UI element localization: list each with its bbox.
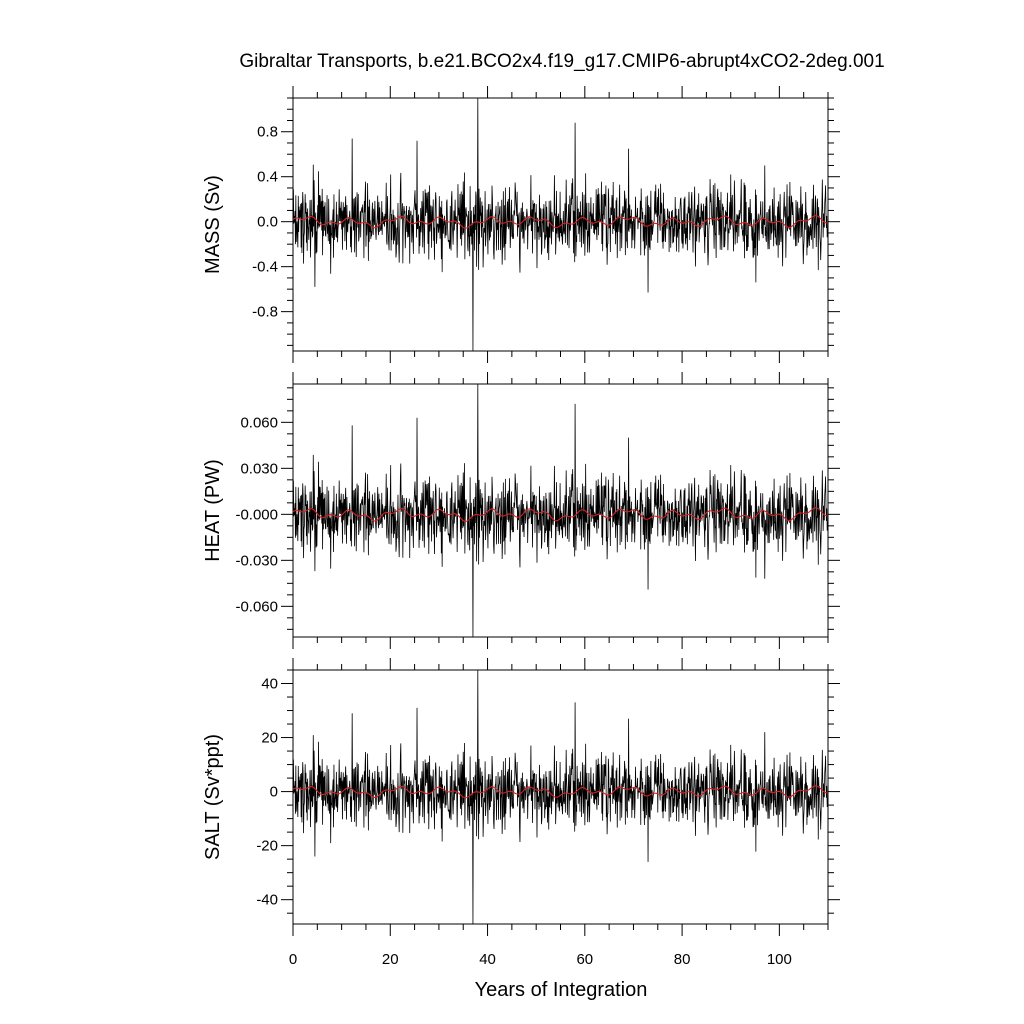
x-axis-label: Years of Integration	[475, 979, 648, 1001]
salt-y-tick-label: -20	[256, 838, 278, 855]
heat-y-tick-label: 0.060	[240, 414, 278, 431]
mass-y-axis-label: MASS (Sv)	[202, 175, 224, 274]
mass-y-tick-label: 0.0	[257, 214, 278, 231]
mass-running-mean-line	[292, 215, 828, 229]
x-tick-label: 40	[479, 951, 496, 968]
panel-heat: 0.060 0.030 -0.000 -0.030 -0.060 HEAT (PW)	[202, 372, 840, 649]
heat-y-tick-label: -0.030	[235, 552, 278, 569]
salt-y-tick-label: 40	[261, 676, 278, 693]
x-tick-label: 60	[576, 951, 593, 968]
mass-y-tick-label: 0.8	[257, 124, 278, 141]
x-tick-label: 0	[289, 951, 297, 968]
mass-y-tick-label: -0.8	[252, 304, 278, 321]
salt-raw-series-line	[292, 669, 828, 925]
heat-running-mean-line	[292, 507, 828, 522]
mass-y-tick-label: 0.4	[257, 169, 278, 186]
mass-y-tick-label: -0.4	[252, 259, 278, 276]
panel-salt: 40 20 0 -20 -40 SALT (Sv*ppt) 0 20 40 60 80 100	[202, 658, 840, 968]
salt-y-axis-label: SALT (Sv*ppt)	[202, 734, 224, 860]
heat-y-tick-label: 0.030	[240, 460, 278, 477]
heat-y-tick-label: -0.000	[235, 506, 278, 523]
chart-title: Gibraltar Transports, b.e21.BCO2x4.f19_g…	[239, 51, 884, 72]
salt-y-tick-label: 20	[261, 730, 278, 747]
heat-y-axis-label: HEAT (PW)	[202, 459, 224, 562]
salt-running-mean-line	[292, 785, 828, 799]
heat-y-tick-label: -0.060	[235, 598, 278, 615]
heat-raw-series-line	[292, 383, 828, 638]
salt-y-tick-label: 0	[270, 784, 278, 801]
x-tick-label: 80	[674, 951, 691, 968]
panels-group: 0.8 0.4 0.0 -0.4 -0.8 MASS (Sv) 0.060 0.030 -0.0…	[202, 86, 840, 968]
x-tick-label: 20	[382, 951, 399, 968]
panel-mass: 0.8 0.4 0.0 -0.4 -0.8 MASS (Sv)	[202, 86, 840, 363]
x-tick-label: 100	[767, 951, 792, 968]
salt-y-tick-label: -40	[256, 892, 278, 909]
mass-raw-series-line	[292, 97, 828, 352]
